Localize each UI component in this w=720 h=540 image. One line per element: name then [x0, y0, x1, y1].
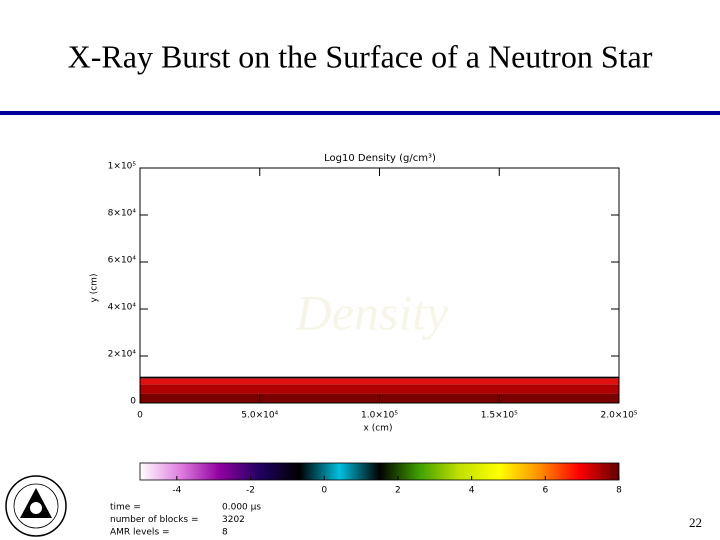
y-tick-label: 1×10⁵	[108, 162, 137, 172]
x-tick-label: 5.0×10⁴	[241, 411, 278, 421]
info-label: number of blocks =	[110, 515, 199, 525]
logo-ring	[5, 475, 67, 537]
page-number: 22	[689, 515, 702, 530]
colorbar	[139, 462, 620, 481]
y-tick-label: 8×10⁴	[108, 209, 137, 219]
info-value: 8	[222, 528, 228, 538]
density-layer	[140, 378, 619, 385]
logo-ring	[13, 483, 59, 529]
colorbar-tick-label: -2	[246, 486, 255, 496]
x-axis-label: x (cm)	[364, 424, 393, 434]
x-tick-label: 1.0×10⁵	[361, 411, 398, 421]
x-tick-label: 1.5×10⁵	[481, 411, 518, 421]
colorbar-tick-label: 4	[469, 486, 475, 496]
density-layer	[140, 376, 619, 379]
colorbar-tick-label: 8	[616, 486, 622, 496]
info-label: AMR levels =	[110, 528, 170, 538]
watermark: Density	[295, 284, 450, 340]
y-tick-label: 6×10⁴	[108, 256, 137, 266]
info-value: 3202	[222, 515, 245, 525]
colorbar-tick-label: 6	[542, 486, 548, 496]
y-tick-label: 4×10⁴	[108, 303, 137, 313]
title-rule	[0, 111, 720, 115]
logo	[5, 475, 67, 537]
chart-title: Log10 Density (g/cm³)	[324, 153, 436, 164]
slide-title: X-Ray Burst on the Surface of a Neutron …	[68, 38, 653, 74]
x-tick-label: 0	[137, 411, 143, 421]
colorbar-tick-label: 0	[321, 486, 327, 496]
y-tick-label: 0	[130, 397, 136, 407]
info-value: 0.000 µs	[222, 503, 261, 513]
y-axis-label: y (cm)	[90, 274, 100, 303]
colorbar-tick-label: -4	[172, 486, 181, 496]
colorbar-tick-label: 2	[395, 486, 401, 496]
info-label: time =	[110, 503, 141, 513]
density-layer	[140, 384, 619, 394]
x-tick-label: 2.0×10⁵	[601, 411, 638, 421]
logo-mark	[30, 502, 42, 514]
y-tick-label: 2×10⁴	[108, 350, 137, 360]
